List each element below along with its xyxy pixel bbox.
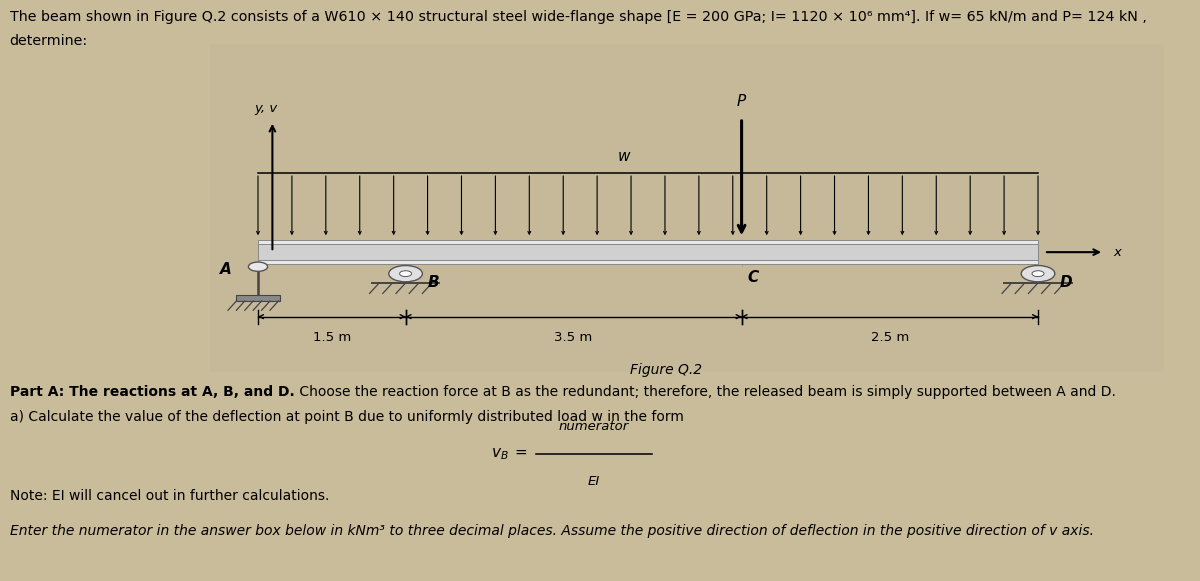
Text: y, v: y, v (254, 102, 278, 115)
Bar (210, 44, 1164, 372)
Text: 1.5 m: 1.5 m (313, 331, 350, 344)
Circle shape (1032, 271, 1044, 277)
Text: C: C (748, 270, 758, 285)
Bar (258, 240, 1038, 245)
Text: P: P (737, 94, 746, 109)
Text: B: B (427, 275, 439, 290)
Text: EI: EI (588, 475, 600, 488)
Text: 3.5 m: 3.5 m (554, 331, 593, 344)
Circle shape (248, 262, 268, 271)
Text: Note: EI will cancel out in further calculations.: Note: EI will cancel out in further calc… (10, 489, 329, 503)
Text: Enter the numerator in the answer box below in kNm³ to three decimal places. Ass: Enter the numerator in the answer box be… (10, 524, 1093, 538)
Text: Figure Q.2: Figure Q.2 (630, 363, 702, 377)
Text: Choose the reaction force at B as the redundant; therefore, the released beam is: Choose the reaction force at B as the re… (295, 385, 1116, 399)
Circle shape (389, 266, 422, 282)
Bar (258, 260, 1038, 264)
Text: numerator: numerator (559, 421, 629, 433)
Text: A: A (220, 261, 232, 277)
Text: x: x (1114, 246, 1122, 259)
Text: determine:: determine: (10, 34, 88, 48)
Text: D: D (1060, 275, 1073, 290)
Bar (236, 295, 280, 301)
Text: a) Calculate the value of the deflection at point B due to uniformly distributed: a) Calculate the value of the deflection… (10, 410, 684, 424)
Text: 2.5 m: 2.5 m (871, 331, 908, 344)
Bar (258, 245, 1038, 260)
Text: Part A: The reactions at A, B, and D.: Part A: The reactions at A, B, and D. (10, 385, 294, 399)
Text: $v_B\;=$: $v_B\;=$ (491, 446, 528, 462)
Text: The beam shown in Figure Q.2 consists of a W610 × 140 structural steel wide-flan: The beam shown in Figure Q.2 consists of… (10, 10, 1146, 24)
Circle shape (400, 271, 412, 277)
Text: w: w (618, 149, 630, 164)
Circle shape (1021, 266, 1055, 282)
